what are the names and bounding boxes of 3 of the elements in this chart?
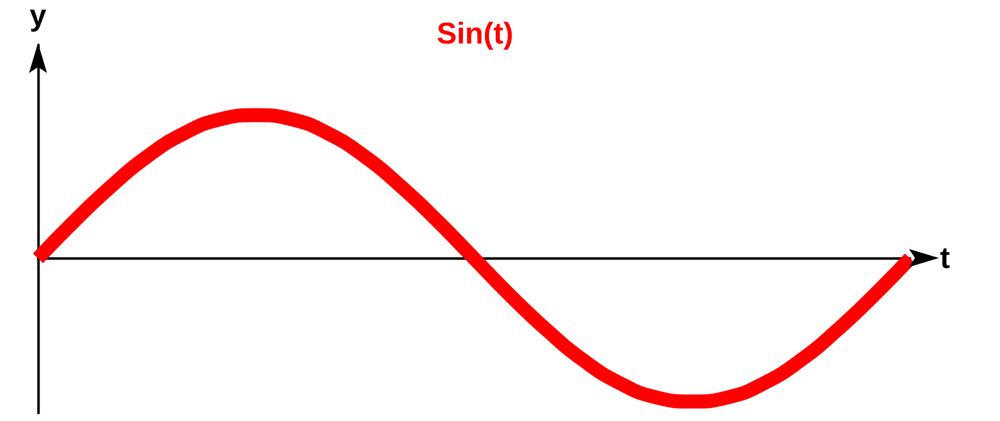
x-axis-title: t — [940, 242, 950, 275]
y-axis-title: y — [30, 0, 47, 32]
chart-title: Sin(t) — [436, 18, 514, 50]
